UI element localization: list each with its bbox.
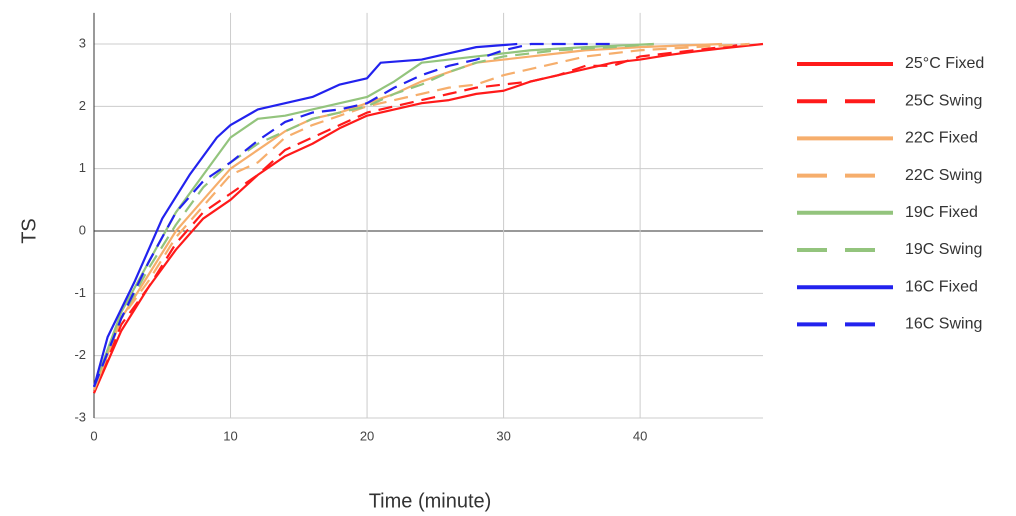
x-tick-label: 20 <box>360 428 374 443</box>
series-line <box>94 44 654 387</box>
series-line <box>94 44 763 393</box>
legend-label: 16C Swing <box>905 316 982 333</box>
legend-label: 19C Fixed <box>905 204 978 221</box>
y-tick-label: -3 <box>74 409 86 424</box>
y-tick-label: 2 <box>79 98 86 113</box>
legend-label: 22C Fixed <box>905 130 978 147</box>
y-tick-label: -2 <box>74 347 86 362</box>
series-line <box>94 44 654 387</box>
legend-label: 19C Swing <box>905 241 982 258</box>
x-tick-label: 0 <box>90 428 97 443</box>
x-tick-label: 40 <box>633 428 647 443</box>
chart: Time (minute) TS -3-2-1012301020304025°C… <box>0 0 1016 516</box>
series-line <box>94 44 722 390</box>
series-line <box>94 44 613 387</box>
y-tick-label: 1 <box>79 160 86 175</box>
series-line <box>94 44 749 390</box>
x-tick-label: 30 <box>496 428 510 443</box>
y-tick-label: 0 <box>79 222 86 237</box>
legend-label: 16C Fixed <box>905 278 978 295</box>
x-tick-label: 10 <box>223 428 237 443</box>
y-axis-title: TS <box>18 218 40 244</box>
y-tick-label: -1 <box>74 285 86 300</box>
y-tick-label: 3 <box>79 35 86 50</box>
x-axis-title: Time (minute) <box>369 490 492 512</box>
legend-label: 25C Swing <box>905 92 982 109</box>
legend-label: 25°C Fixed <box>905 55 984 72</box>
legend-label: 22C Swing <box>905 167 982 184</box>
series-line <box>94 44 517 387</box>
